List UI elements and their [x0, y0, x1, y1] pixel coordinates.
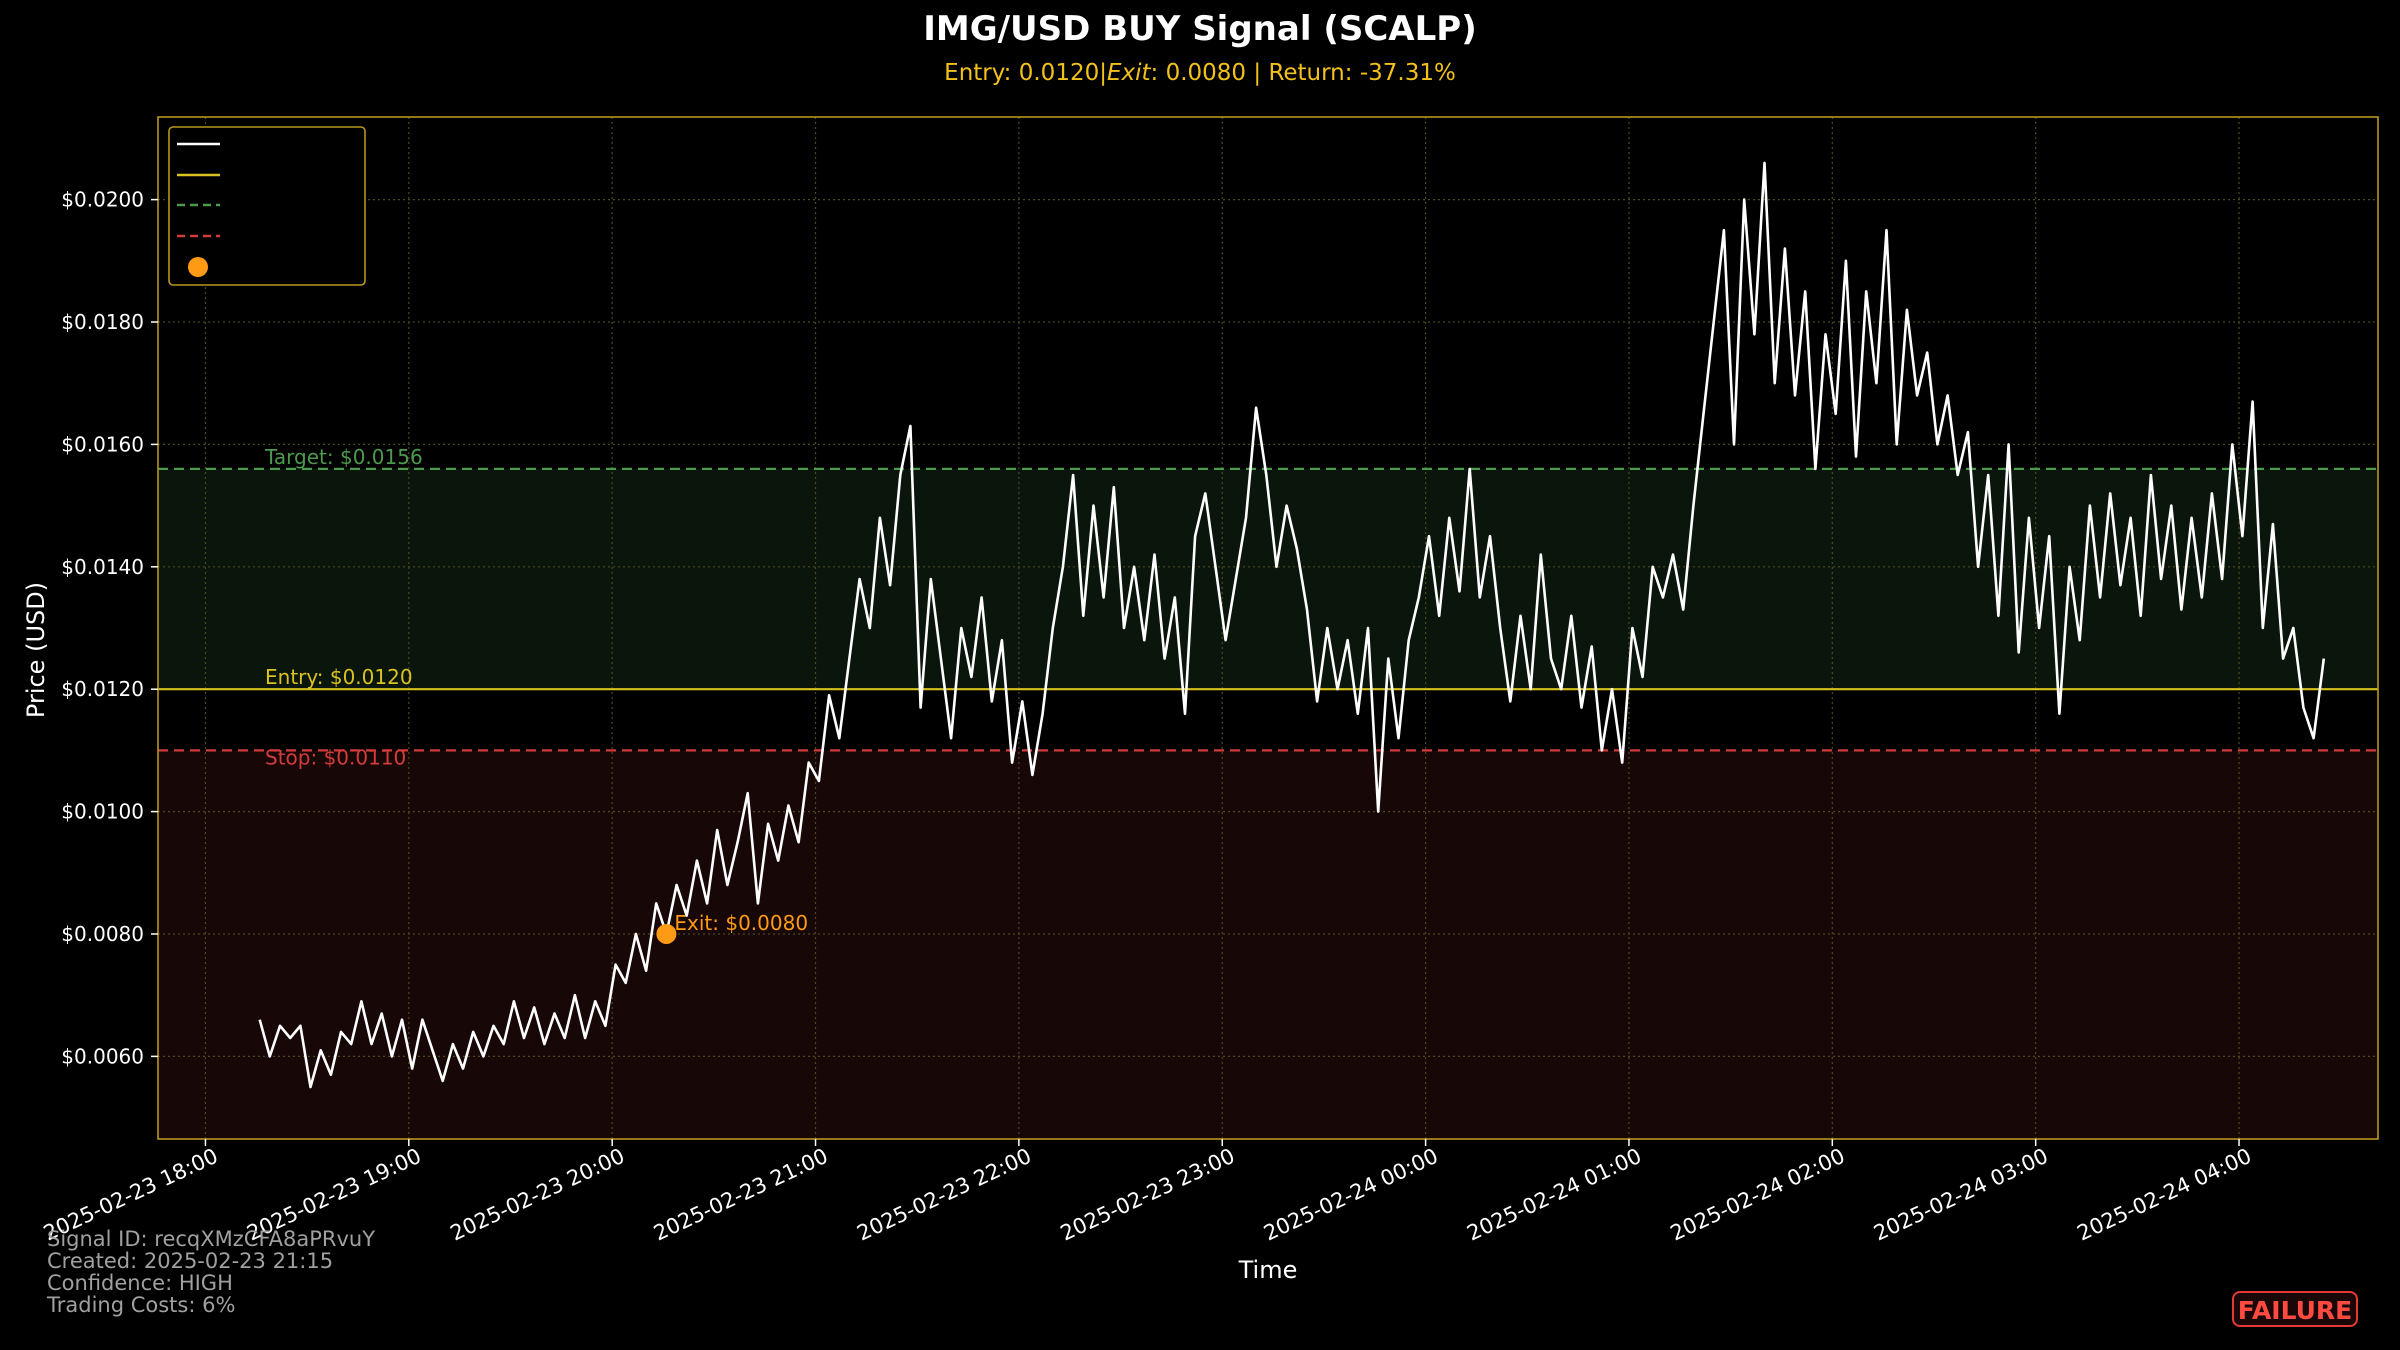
x-tick-label-6: 2025-02-24 00:00	[1260, 1144, 1442, 1246]
created-time: Created: 2025-02-23 21:15	[47, 1249, 334, 1273]
y-tick-label-5: $0.0160	[61, 432, 144, 456]
y-tick-label-0: $0.0060	[61, 1044, 144, 1068]
exit-marker	[656, 923, 677, 944]
x-tick-label-7: 2025-02-24 01:00	[1463, 1144, 1645, 1246]
grid	[158, 117, 2378, 1139]
y-tick-label-1: $0.0080	[61, 922, 144, 946]
y-tick-label-4: $0.0140	[61, 555, 144, 579]
subtitle-exit-label: Exit	[1107, 60, 1152, 86]
y-tick-label-6: $0.0180	[61, 310, 144, 334]
x-tick-label-5: 2025-02-23 23:00	[1057, 1144, 1239, 1246]
y-axis: $0.0060 $0.0080 $0.0100 $0.0120 $0.0140 $0.01…	[61, 188, 158, 1068]
plot-frame	[157, 116, 2379, 1140]
legend-swatch-exit	[188, 257, 208, 277]
price-series-line	[258, 161, 2326, 1089]
subtitle-entry: Entry: 0.0120|	[944, 60, 1107, 86]
y-tick-label-7: $0.0200	[61, 188, 144, 212]
stop-label: Stop: $0.0110	[265, 745, 406, 769]
legend	[168, 126, 366, 286]
legend-box	[168, 126, 366, 286]
x-tick-label-2: 2025-02-23 20:00	[447, 1144, 629, 1246]
signal-info: Signal ID: recqXMzCFA8aPRvuY Created: 20…	[47, 1228, 375, 1316]
y-tick-label-3: $0.0120	[61, 677, 144, 701]
y-axis-label: Price (USD)	[22, 582, 50, 718]
x-tick-label-4: 2025-02-23 22:00	[853, 1144, 1035, 1246]
y-tick-label-2: $0.0100	[61, 800, 144, 824]
target-label: Target: $0.0156	[264, 445, 423, 469]
trading-costs: Trading Costs: 6%	[47, 1293, 236, 1317]
x-tick-label-8: 2025-02-24 02:00	[1667, 1144, 1849, 1246]
chart-subtitle: Entry: 0.0120|Exit: 0.0080 | Return: -37…	[944, 60, 1456, 86]
level-zones	[158, 468, 2378, 1139]
x-tick-label-9: 2025-02-24 03:00	[1870, 1144, 2052, 1246]
chart-title: IMG/USD BUY Signal (SCALP)	[923, 9, 1476, 49]
x-tick-label-10: 2025-02-24 04:00	[2073, 1144, 2255, 1246]
target-zone	[158, 468, 2378, 690]
subtitle-exit-return: : 0.0080 | Return: -37.31%	[1151, 60, 1456, 86]
x-axis-label: Time	[1238, 1256, 1298, 1284]
x-tick-label-3: 2025-02-23 21:00	[650, 1144, 832, 1246]
entry-label: Entry: $0.0120	[265, 665, 413, 689]
stop-zone	[158, 750, 2378, 1139]
plot-area: Target: $0.0156 Entry: $0.0120 Stop: $0.01…	[157, 116, 2379, 1140]
exit-label: Exit: $0.0080	[674, 911, 808, 935]
level-labels: Target: $0.0156 Entry: $0.0120 Stop: $0.01…	[264, 445, 808, 935]
signal-id: Signal ID: recqXMzCFA8aPRvuY	[47, 1227, 376, 1251]
confidence: Confidence: HIGH	[47, 1271, 233, 1295]
status-badge: FAILURE	[2232, 1291, 2358, 1327]
